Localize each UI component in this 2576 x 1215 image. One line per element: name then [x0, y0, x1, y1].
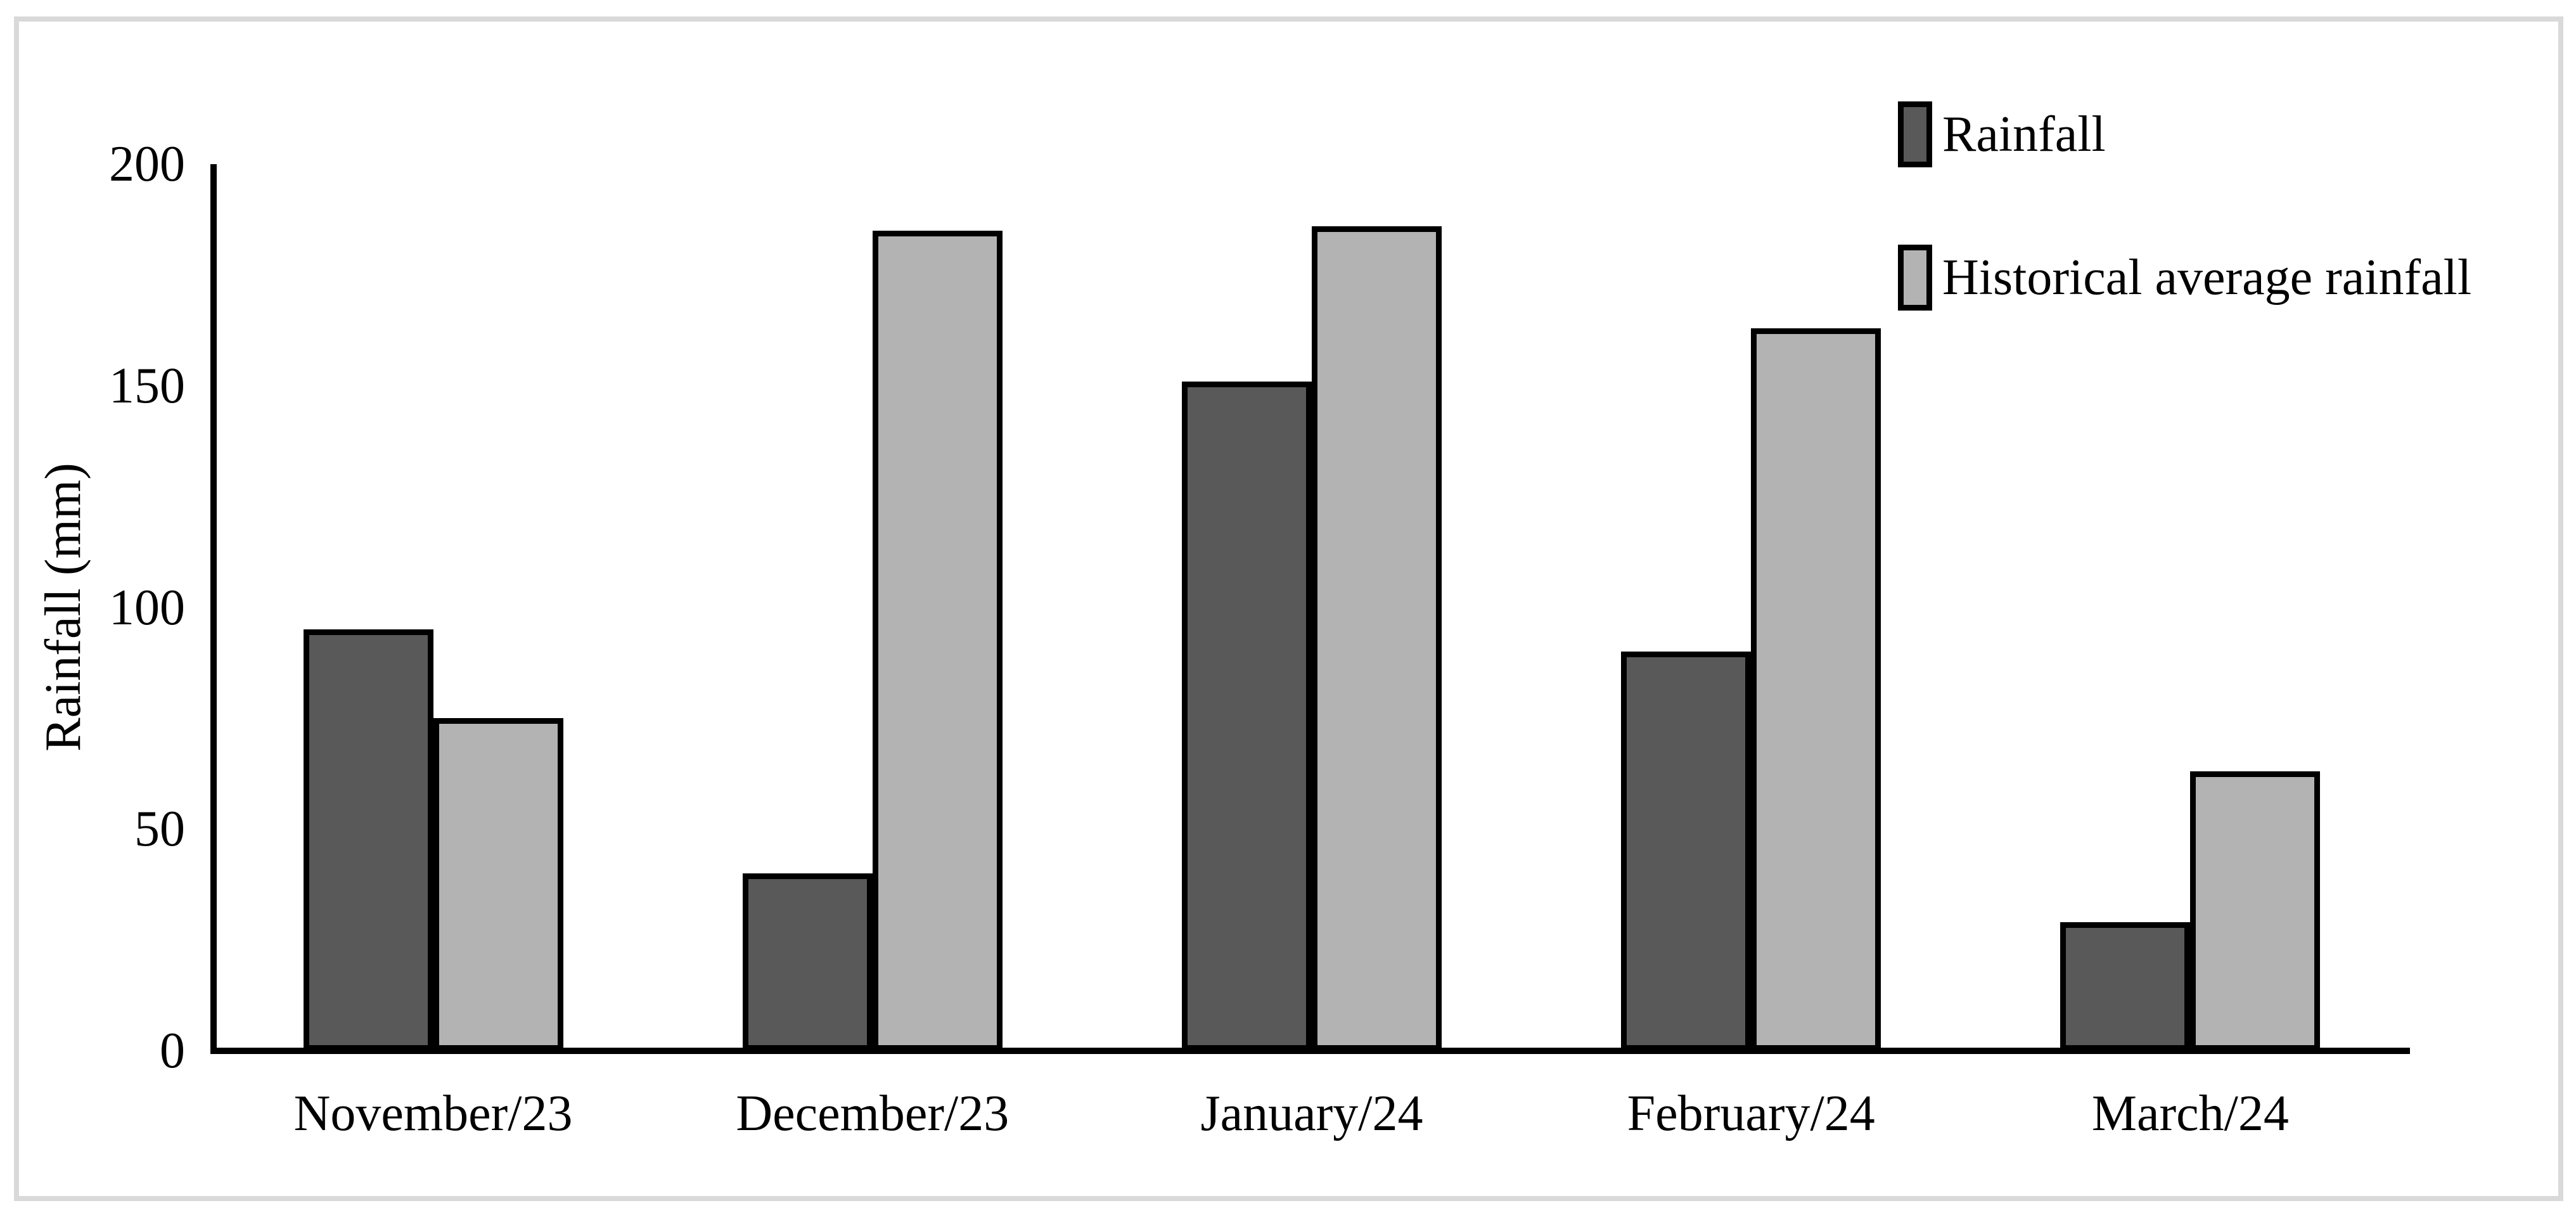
y-axis-line [210, 164, 217, 1054]
x-label-december-23: December/23 [736, 1086, 1009, 1141]
x-label-november-23: November/23 [293, 1086, 573, 1141]
x-label-march-24: March/24 [2091, 1086, 2289, 1141]
legend-item-historical-average-rainfall: Historical average rainfall [1898, 245, 2471, 311]
y-tick-label-200: 200 [109, 136, 185, 192]
bar-rainfall-december-23 [742, 873, 873, 1051]
legend-swatch-icon [1898, 101, 1932, 167]
bar-rainfall-november-23 [303, 629, 433, 1051]
bar-rainfall-february-24 [1621, 652, 1752, 1051]
legend-swatch-icon [1898, 245, 1932, 311]
legend-item-rainfall: Rainfall [1898, 101, 2471, 167]
y-tick-label-50: 50 [134, 801, 185, 858]
figure-border [14, 16, 2563, 1201]
bar-historical-november-23 [433, 718, 563, 1051]
bar-historical-december-23 [872, 230, 1003, 1051]
bar-rainfall-march-24 [2060, 922, 2191, 1051]
x-label-february-24: February/24 [1627, 1086, 1875, 1141]
y-tick-label-0: 0 [160, 1023, 185, 1079]
x-axis-line [210, 1048, 2410, 1054]
x-label-january-24: January/24 [1200, 1086, 1423, 1141]
legend: Rainfall Historical average rainfall [1898, 101, 2471, 311]
legend-label: Rainfall [1942, 106, 2106, 162]
y-tick-label-100: 100 [109, 579, 185, 636]
legend-label: Historical average rainfall [1942, 250, 2472, 305]
y-tick-label-150: 150 [109, 357, 185, 414]
bar-historical-january-24 [1312, 226, 1442, 1051]
bar-rainfall-january-24 [1182, 381, 1312, 1051]
bar-historical-march-24 [2190, 771, 2321, 1051]
bar-historical-february-24 [1751, 328, 1881, 1051]
